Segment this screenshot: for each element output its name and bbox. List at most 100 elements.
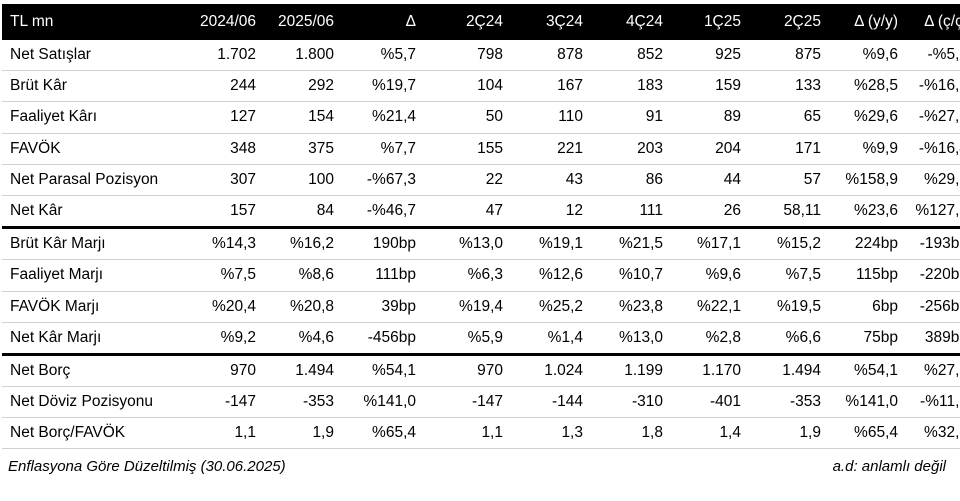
table-cell: %65,4 — [340, 417, 422, 450]
table-cell: %10,7 — [589, 259, 669, 292]
table-cell: %5,7 — [340, 40, 422, 72]
table-cell: 1.494 — [262, 354, 340, 388]
table-cell: 1,9 — [747, 417, 827, 450]
row-label: Faaliyet Kârı — [2, 101, 182, 134]
table-row: Net Satışlar 1.702 1.800 %5,7 798 878 852 925 87… — [2, 40, 960, 72]
table-cell: %14,3 — [182, 227, 262, 261]
table-cell: 203 — [589, 133, 669, 165]
table-row: FAVÖK Marjı %20,4 %20,8 39bp %19,4 %25,2 %23,8… — [2, 291, 960, 323]
table-cell: 43 — [509, 164, 589, 196]
table-cell: %65,4 — [827, 417, 904, 450]
table-cell: -353 — [747, 386, 827, 419]
column-header: 2024/06 — [182, 4, 262, 40]
table-cell: 1,1 — [422, 417, 509, 450]
table-cell: 925 — [669, 40, 747, 72]
table-cell: 221 — [509, 133, 589, 165]
table-row: Brüt Kâr 244 292 %19,7 104 167 183 159 133 %28,5-… — [2, 70, 960, 103]
table-cell: 47 — [422, 195, 509, 230]
table-cell: %27,8 — [904, 354, 960, 388]
column-header: 1Ç25 — [669, 4, 747, 40]
table-cell: 875 — [747, 40, 827, 72]
table-cell: 157 — [182, 195, 262, 230]
table-cell: %2,8 — [669, 322, 747, 356]
table-cell: -147 — [182, 386, 262, 419]
table-cell: 190bp — [340, 227, 422, 261]
footnote-source: Enflasyona Göre Düzeltilmiş (30.06.2025) — [8, 458, 286, 475]
table-cell: %19,1 — [509, 227, 589, 261]
column-header: 2025/06 — [262, 4, 340, 40]
table-cell: %9,6 — [669, 259, 747, 292]
table-cell: -%46,7 — [340, 195, 422, 230]
table-cell: -%27,0 — [904, 101, 960, 134]
table-cell: 50 — [422, 101, 509, 134]
table-cell: 58,11 — [747, 195, 827, 230]
table-cell: 1.199 — [589, 354, 669, 388]
row-label: Net Kâr — [2, 195, 182, 230]
table-cell: 970 — [422, 354, 509, 388]
table-cell: -220bp — [904, 259, 960, 292]
table-cell: 133 — [747, 70, 827, 103]
table-cell: 155 — [422, 133, 509, 165]
row-label: Brüt Kâr — [2, 70, 182, 103]
table-cell: %17,1 — [669, 227, 747, 261]
table-cell: 1,1 — [182, 417, 262, 450]
table-cell: 1.024 — [509, 354, 589, 388]
table-cell: %4,6 — [262, 322, 340, 356]
table-cell: %9,6 — [827, 40, 904, 72]
column-header: 2Ç24 — [422, 4, 509, 40]
table-cell: %158,9 — [827, 164, 904, 196]
table-cell: 1,3 — [509, 417, 589, 450]
table-cell: 75bp — [827, 322, 904, 356]
table-cell: %19,5 — [747, 291, 827, 323]
table-cell: %15,2 — [747, 227, 827, 261]
table-cell: -144 — [509, 386, 589, 419]
row-label: FAVÖK Marjı — [2, 291, 182, 323]
table-cell: %7,5 — [182, 259, 262, 292]
financial-table: TL mn 2024/06 2025/06 Δ 2Ç24 3Ç24 4Ç24 1Ç25 2Ç25… — [2, 4, 960, 450]
table-cell: %12,6 — [509, 259, 589, 292]
row-label: Faaliyet Marjı — [2, 259, 182, 292]
table-cell: -%5,5 — [904, 40, 960, 72]
table-cell: 307 — [182, 164, 262, 196]
table-cell: 100 — [262, 164, 340, 196]
table-row: Net Borç 970 1.494 %54,1 970 1.024 1.199 1.170 1… — [2, 354, 960, 388]
table-cell: %29,6 — [827, 101, 904, 134]
table-cell: %54,1 — [827, 354, 904, 388]
table-cell: %25,2 — [509, 291, 589, 323]
table-cell: 65 — [747, 101, 827, 134]
table-cell: %19,7 — [340, 70, 422, 103]
table-cell: %23,8 — [589, 291, 669, 323]
table-cell: %8,6 — [262, 259, 340, 292]
table-cell: %9,2 — [182, 322, 262, 356]
table-cell: -%16,4 — [904, 133, 960, 165]
table-cell: 171 — [747, 133, 827, 165]
table-cell: 104 — [422, 70, 509, 103]
table-cell: 798 — [422, 40, 509, 72]
table-cell: -456bp — [340, 322, 422, 356]
table-cell: %127,7 — [904, 195, 960, 230]
table-cell: -193bp — [904, 227, 960, 261]
table-cell: 348 — [182, 133, 262, 165]
row-label: FAVÖK — [2, 133, 182, 165]
column-header: 4Ç24 — [589, 4, 669, 40]
table-cell: 183 — [589, 70, 669, 103]
table-cell: %16,2 — [262, 227, 340, 261]
table-cell: 91 — [589, 101, 669, 134]
table-cell: 110 — [509, 101, 589, 134]
table-cell: %20,8 — [262, 291, 340, 323]
table-cell: 1.170 — [669, 354, 747, 388]
table-cell: %141,0 — [340, 386, 422, 419]
table-cell: 159 — [669, 70, 747, 103]
column-header: Δ (ç/ç) — [904, 4, 960, 40]
table-cell: 1.800 — [262, 40, 340, 72]
row-label: Brüt Kâr Marjı — [2, 227, 182, 261]
table-cell: -256bp — [904, 291, 960, 323]
table-cell: %54,1 — [340, 354, 422, 388]
table-cell: 89 — [669, 101, 747, 134]
table-row: Net Kâr Marjı %9,2 %4,6 -456bp %5,9 %1,4 %13,0… — [2, 322, 960, 356]
table-cell: 6bp — [827, 291, 904, 323]
table-cell: %6,6 — [747, 322, 827, 356]
table-cell: 154 — [262, 101, 340, 134]
table-cell: 852 — [589, 40, 669, 72]
table-cell: %6,3 — [422, 259, 509, 292]
